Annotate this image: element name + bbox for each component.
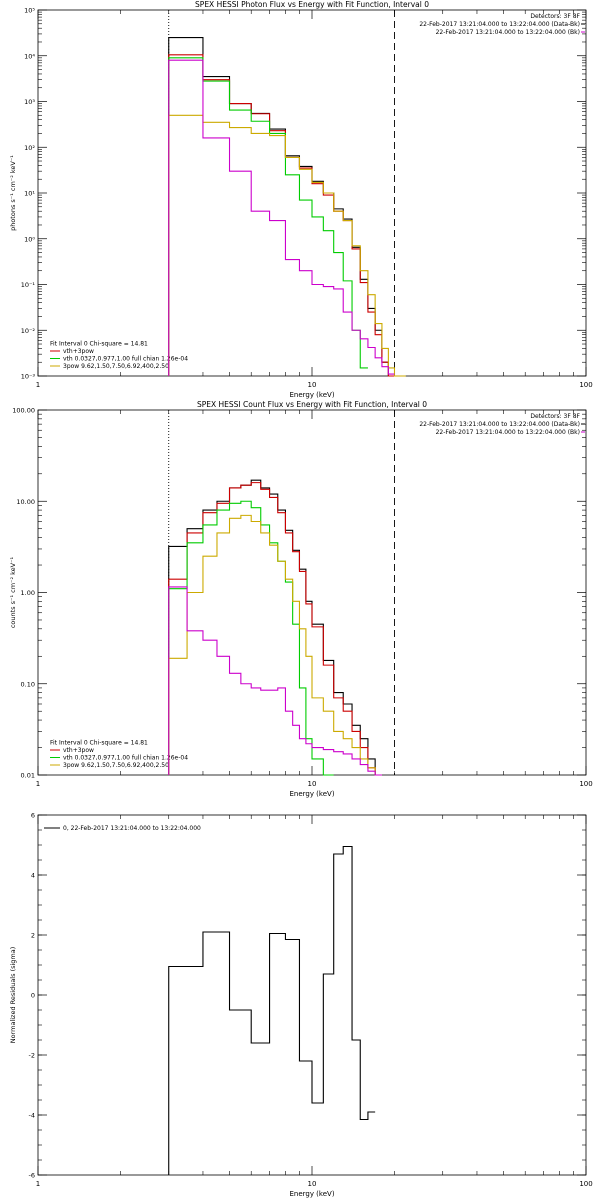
x-tick-label: 1 [36,1180,40,1188]
y-tick-label: 10⁻¹ [21,281,36,289]
chart-panel-2: 1 10 100 0.01 0.10 1.00 10.00 100.00 SPEX HESSI … [9,400,593,798]
y-tick-label: -2 [29,1052,35,1060]
y-tick-label: 10⁵ [24,7,35,15]
header-text: Detectors: 3F 8F [530,413,580,420]
y-tick-label: 0 [31,992,35,1000]
legend-text: 0, 22-Feb-2017 13:21:04.000 to 13:22:04.… [63,825,201,832]
y-tick-label: 0.10 [21,680,35,688]
series-3-line [168,57,368,376]
x-axis-label: Energy (keV) [289,790,334,798]
legend-text: vth+3pow [63,348,94,355]
legend-text: 3pow 9.62,1.50,7.50,6.92,400,2.50 [63,762,169,769]
legend-heading: Fit Interval 0 Chi-square = 14.81 [50,740,148,747]
series-5-line [168,59,395,376]
x-tick-label: 100 [579,381,592,389]
series-4-line [168,114,406,377]
x-tick-label: 100 [579,1180,592,1188]
y-tick-label: 2 [31,932,35,940]
y-tick-label: 1.00 [21,589,35,597]
x-axis-label: Energy (keV) [289,391,334,399]
y-tick-label: 10² [24,144,35,152]
y-tick-label: 10³ [24,98,35,106]
chart-panel-3: 1 10 100 -6 -4 -2 0 2 4 6 Energy (keV) Normalized R… [9,812,593,1199]
legend-text: vth 0.0327,0.977,1.00 full chian 1.26e-0… [63,356,188,363]
series-1-line [168,479,382,776]
x-tick-label: 10 [308,381,317,389]
series-1-line [168,845,376,1175]
series-4-line [168,514,382,776]
series-2-line [168,482,382,776]
plot-frame [37,409,587,776]
series-3-line [168,500,334,776]
x-axis-label: Energy (keV) [289,1190,334,1198]
y-tick-label: -6 [29,1172,35,1180]
legend-text: 3pow 9.62,1.50,7.50,6.92,400,2.50 [63,363,169,370]
legend-heading: Fit Interval 0 Chi-square = 14.81 [50,341,148,348]
y-tick-label: -4 [29,1112,35,1120]
y-tick-label: 0.01 [21,772,35,780]
header-text: 22-Feb-2017 13:21:04.000 to 13:22:04.000… [419,421,580,428]
x-tick-label: 1 [36,381,40,389]
y-axis-label: Normalized Residuals (sigma) [9,947,17,1044]
y-axis-label: counts s⁻¹ cm⁻² keV⁻¹ [9,556,17,628]
y-tick-label: 10⁻³ [21,373,36,381]
x-tick-label: 100 [579,780,592,788]
x-tick-label: 10 [308,1180,317,1188]
header-text: 22-Feb-2017 13:21:04.000 to 13:22:04.000… [436,29,580,36]
x-tick-label: 1 [36,780,40,788]
series-5-line [168,586,382,776]
header-text: 22-Feb-2017 13:21:04.000 to 13:22:04.000… [419,21,580,28]
y-tick-label: 10⁰ [24,235,35,243]
y-axis-label: photons s⁻¹ cm⁻² keV⁻¹ [9,155,17,231]
chart-panel-1: 1 10 100 10⁻³ 10⁻² 10⁻¹ 10⁰ 10¹ 10² 10³ 10⁴ 10⁵ SPEX… [9,0,593,399]
legend-text: vth 0.0327,0.977,1.00 full chian 1.26e-0… [63,755,188,762]
chart-title: SPEX HESSI Count Flux vs Energy with Fit… [197,400,427,409]
legend-text: vth+3pow [63,747,94,754]
y-tick-label: 10.00 [16,498,35,506]
header-text: Detectors: 3F 8F [530,13,580,20]
y-tick-label: 10¹ [24,190,35,198]
plot-frame [37,814,587,1176]
y-tick-label: 4 [31,872,35,880]
plot-frame [37,9,587,377]
x-tick-label: 10 [308,780,317,788]
y-tick-label: 10⁴ [24,52,35,60]
y-tick-label: 100.00 [12,407,35,415]
y-tick-label: 6 [31,812,35,820]
chart-title: SPEX HESSI Photon Flux vs Energy with Fi… [195,0,429,9]
header-text: 22-Feb-2017 13:21:04.000 to 13:22:04.000… [436,429,580,436]
y-tick-label: 10⁻² [21,327,36,335]
